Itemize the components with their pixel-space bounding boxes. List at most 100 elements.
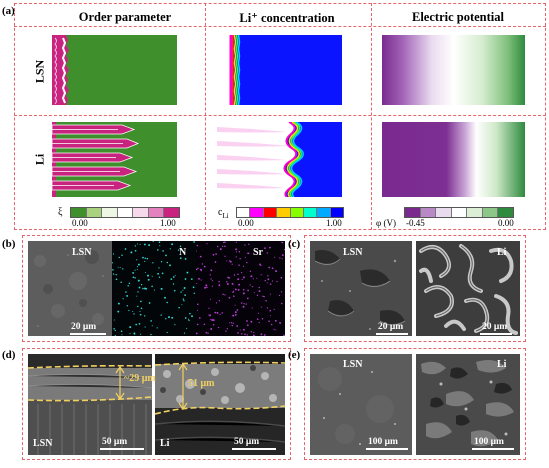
header-order-parameter: Order parameter [78, 10, 172, 24]
eds-dot [165, 318, 167, 320]
tag-c-lsn: LSN [343, 247, 363, 258]
eds-dot [211, 285, 213, 287]
eds-dot [242, 328, 245, 331]
scalebar-e-lsn-label: 100 μm [368, 437, 398, 447]
eds-dot [192, 286, 195, 289]
eds-dot [136, 268, 138, 271]
colorbar-segment [101, 208, 117, 217]
eds-dot [179, 245, 182, 248]
colorbar-segment [262, 208, 277, 217]
eds-dot [117, 302, 120, 305]
eds-dot [139, 243, 141, 246]
eds-dot [144, 287, 146, 290]
eds-dot [251, 307, 253, 309]
eds-dot [224, 294, 226, 296]
eds-dot [127, 285, 129, 287]
colorbar-segment [302, 208, 317, 217]
eds-dot [215, 302, 218, 304]
eds-dot [119, 266, 121, 269]
eds-dot [180, 291, 182, 293]
eds-dot [140, 300, 142, 303]
eds-dot [228, 296, 231, 299]
eds-dot [260, 306, 262, 308]
eds-dot [253, 292, 255, 294]
eds-dot [283, 334, 285, 336]
eds-dot [235, 241, 237, 243]
eds-dot [184, 257, 187, 260]
panel-d-frame [22, 348, 291, 460]
eds-dot [196, 323, 199, 326]
eds-dot [197, 267, 199, 270]
eds-dot [212, 323, 215, 326]
eds-dot [188, 319, 190, 322]
eds-dot [126, 294, 129, 297]
eds-dot [157, 272, 159, 275]
eds-dot [121, 254, 123, 257]
eds-dot [162, 250, 164, 252]
eds-dot [140, 307, 143, 310]
eds-dot [238, 264, 240, 266]
eds-dot [146, 257, 149, 260]
eds-dot [234, 304, 236, 306]
eds-dot [244, 333, 246, 336]
eds-dot [129, 333, 131, 335]
eds-dot [212, 253, 215, 256]
eds-dot [242, 305, 245, 308]
eds-dot [120, 281, 122, 283]
eds-dot [273, 328, 275, 330]
eds-dot [244, 244, 246, 246]
colorbar-segment [116, 208, 133, 217]
eds-dot [260, 333, 263, 336]
eds-dot [269, 309, 272, 312]
sem-lsn-surface [28, 241, 112, 336]
eds-dot [140, 284, 143, 286]
eds-dot [240, 271, 243, 274]
thickness-lsn: ~29 μm [124, 373, 156, 384]
eds-dot [139, 310, 141, 312]
panel-a-col-divider-2 [371, 3, 372, 230]
eds-dot [174, 274, 176, 276]
colorbar-segment [289, 208, 303, 217]
eds-map-nitrogen [112, 241, 196, 336]
scalebar-c-lsn-label: 20 μm [378, 322, 404, 332]
eds-dot [196, 268, 198, 271]
eds-dot [209, 298, 212, 300]
eds-dot [243, 303, 245, 305]
eds-dot [253, 331, 255, 334]
eds-dot [150, 333, 152, 336]
colorbar-segment [329, 208, 343, 217]
eds-dot [250, 320, 253, 323]
eds-dot [231, 263, 233, 265]
eds-dot [133, 313, 135, 315]
eds-dot [210, 278, 212, 280]
eds-dot [172, 283, 175, 285]
eds-dot [279, 257, 281, 259]
eds-dot [268, 320, 270, 322]
eds-dot [224, 241, 226, 244]
eds-dot [245, 303, 247, 305]
panel-a-row-divider [14, 115, 546, 116]
eds-dot [266, 252, 269, 254]
eds-dot [113, 327, 115, 330]
eds-dot [166, 261, 169, 264]
sem-li-large-area [416, 354, 520, 455]
eds-dot [247, 252, 250, 255]
eds-dot [136, 295, 138, 297]
eds-dot [218, 300, 221, 302]
eds-dot [203, 323, 206, 326]
eds-dot [264, 247, 266, 249]
eds-dot [134, 269, 136, 271]
eds-dot [267, 275, 269, 277]
colorbar-1-max: 1.00 [160, 218, 176, 228]
eds-dot [128, 309, 130, 312]
eds-dot [134, 245, 137, 247]
row-label-lsn: LSN [32, 59, 47, 84]
eds-dot [137, 263, 140, 266]
eds-dot [218, 281, 220, 283]
eds-dot [262, 295, 264, 298]
eds-dot [233, 290, 235, 292]
eds-dot [183, 332, 186, 334]
eds-dot [147, 274, 149, 277]
sem-li-cross-section [155, 354, 285, 455]
eds-dot [205, 284, 208, 287]
